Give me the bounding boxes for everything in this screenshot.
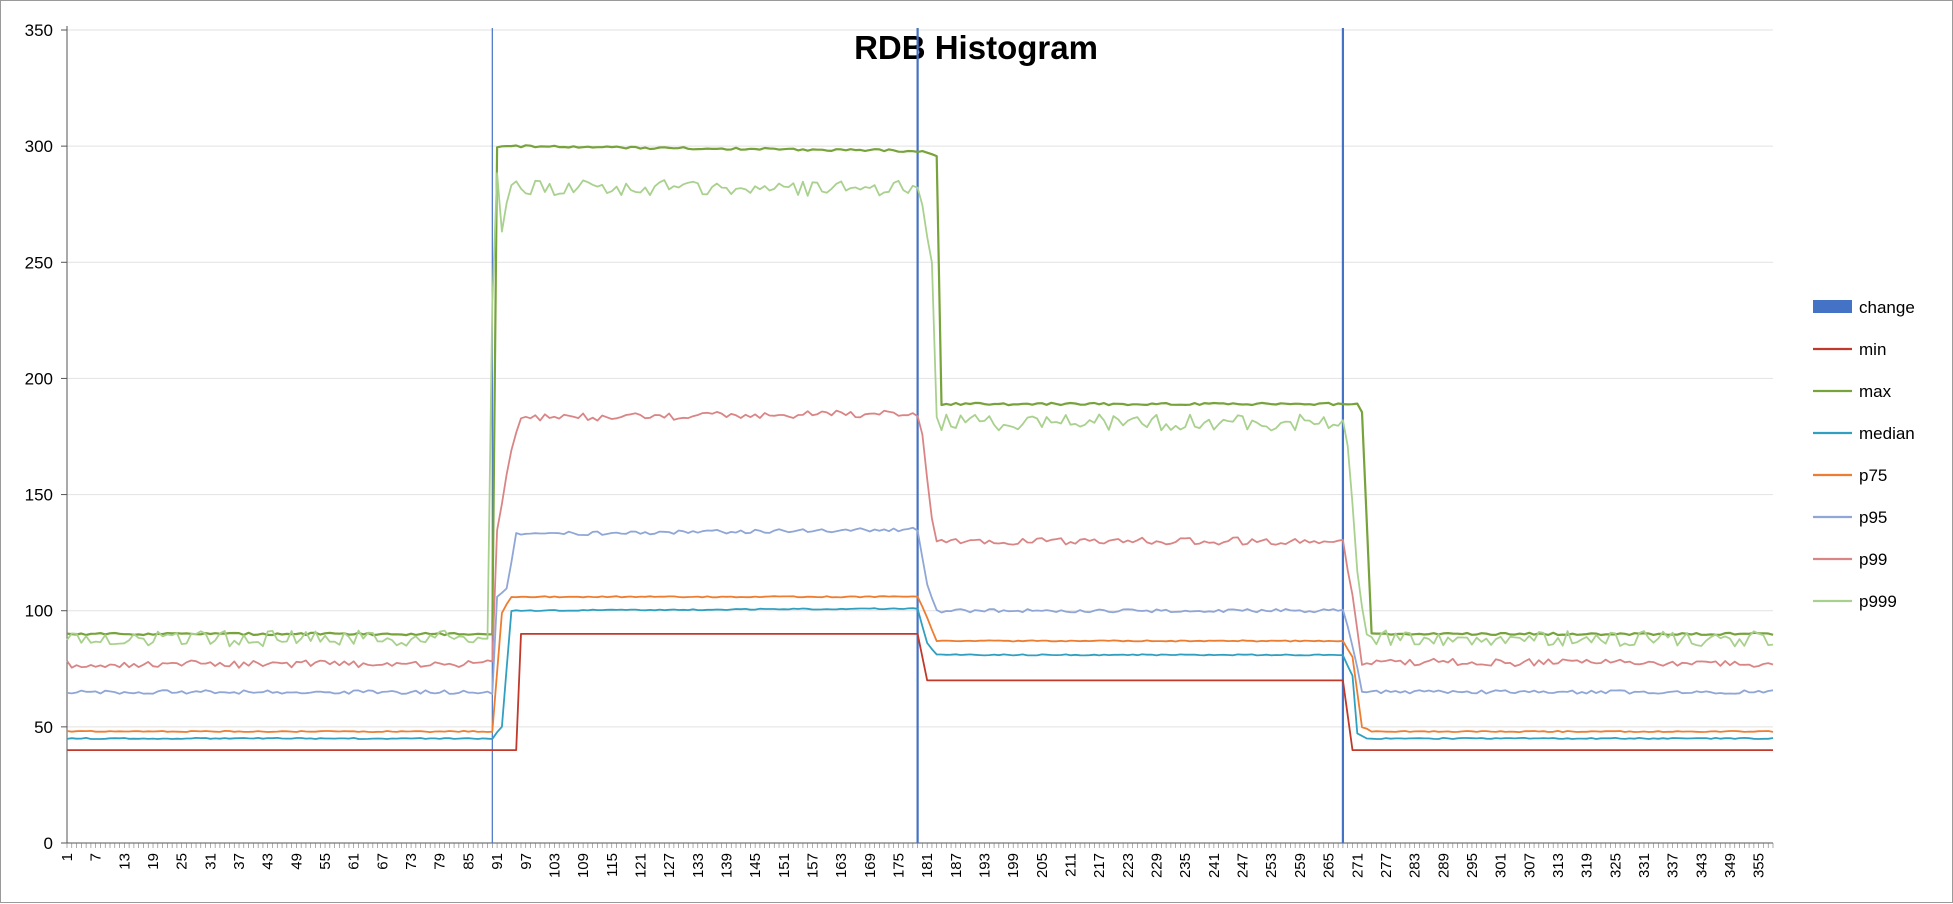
legend-label-p999: p999 bbox=[1859, 592, 1897, 611]
y-tick-label-100: 100 bbox=[25, 602, 53, 621]
x-tick-label-181: 181 bbox=[919, 853, 936, 878]
x-tick-label-355: 355 bbox=[1751, 853, 1768, 878]
x-tick-label-193: 193 bbox=[977, 853, 994, 878]
x-tick-label-91: 91 bbox=[489, 853, 506, 870]
x-tick-label-235: 235 bbox=[1177, 853, 1194, 878]
x-tick-label-199: 199 bbox=[1005, 853, 1022, 878]
legend-label-min: min bbox=[1859, 340, 1886, 359]
x-tick-label-223: 223 bbox=[1120, 853, 1137, 878]
x-tick-label-61: 61 bbox=[346, 853, 363, 870]
x-tick-label-13: 13 bbox=[116, 853, 133, 870]
x-tick-label-103: 103 bbox=[546, 853, 563, 878]
legend-label-change: change bbox=[1859, 298, 1915, 317]
legend-label-p99: p99 bbox=[1859, 550, 1887, 569]
x-tick-label-67: 67 bbox=[374, 853, 391, 870]
series-lines bbox=[66, 144, 1774, 751]
x-tick-label-79: 79 bbox=[432, 853, 449, 870]
x-tick-label-121: 121 bbox=[632, 853, 649, 878]
chart-title: RDB Histogram bbox=[854, 29, 1098, 66]
legend-label-p75: p75 bbox=[1859, 466, 1887, 485]
x-tick-label-169: 169 bbox=[862, 853, 879, 878]
series-line-max bbox=[66, 144, 1774, 637]
x-tick-label-157: 157 bbox=[804, 853, 821, 878]
y-tick-label-0: 0 bbox=[44, 834, 53, 853]
y-axis: 0 50 100 150 200 250 300 350 bbox=[25, 21, 68, 853]
legend-label-p95: p95 bbox=[1859, 508, 1887, 527]
x-tick-label-229: 229 bbox=[1149, 853, 1166, 878]
x-tick-label-271: 271 bbox=[1349, 853, 1366, 878]
x-axis: 1 7 13 19 25 31 37 43 49 55 61 67 73 79 85 91 97 103 109 11… bbox=[59, 842, 1774, 878]
y-tick-label-150: 150 bbox=[25, 486, 53, 505]
y-tick-label-200: 200 bbox=[25, 369, 53, 388]
x-tick-label-343: 343 bbox=[1693, 853, 1710, 878]
x-tick-label-247: 247 bbox=[1235, 853, 1252, 878]
x-tick-label-1: 1 bbox=[59, 853, 76, 861]
x-tick-label-253: 253 bbox=[1263, 853, 1280, 878]
x-tick-label-211: 211 bbox=[1063, 853, 1080, 877]
change-markers bbox=[491, 28, 1345, 843]
x-tick-label-205: 205 bbox=[1034, 853, 1051, 878]
legend: change min max median p75 p95 p99 p999 bbox=[1813, 298, 1915, 611]
x-tick-label-307: 307 bbox=[1521, 853, 1538, 878]
series-line-p75 bbox=[66, 595, 1774, 733]
y-tick-label-350: 350 bbox=[25, 21, 53, 40]
x-tick-label-331: 331 bbox=[1636, 853, 1653, 878]
series-line-p99 bbox=[66, 409, 1774, 669]
x-tick-label-31: 31 bbox=[202, 853, 219, 870]
x-tick-label-43: 43 bbox=[260, 853, 277, 870]
x-tick-label-49: 49 bbox=[288, 853, 305, 870]
y-tick-label-250: 250 bbox=[25, 253, 53, 272]
x-tick-label-325: 325 bbox=[1607, 853, 1624, 878]
x-tick-label-145: 145 bbox=[747, 853, 764, 878]
series-line-min bbox=[67, 633, 1773, 751]
x-tick-label-283: 283 bbox=[1407, 853, 1424, 878]
series-line-p95 bbox=[66, 526, 1774, 695]
x-tick-label-241: 241 bbox=[1206, 853, 1223, 878]
x-tick-label-37: 37 bbox=[231, 853, 248, 870]
x-tick-label-55: 55 bbox=[317, 853, 334, 870]
x-tick-label-265: 265 bbox=[1321, 853, 1338, 878]
x-tick-label-295: 295 bbox=[1464, 853, 1481, 878]
series-line-median bbox=[66, 607, 1774, 740]
x-tick-label-187: 187 bbox=[948, 853, 965, 878]
x-tick-label-133: 133 bbox=[690, 853, 707, 878]
x-tick-label-163: 163 bbox=[833, 853, 850, 878]
y-tick-label-300: 300 bbox=[25, 137, 53, 156]
x-tick-label-259: 259 bbox=[1292, 853, 1309, 878]
x-tick-label-313: 313 bbox=[1550, 853, 1567, 878]
x-tick-label-175: 175 bbox=[890, 853, 907, 878]
x-tick-label-7: 7 bbox=[88, 853, 105, 861]
x-tick-label-109: 109 bbox=[575, 853, 592, 878]
x-tick-label-301: 301 bbox=[1493, 853, 1510, 878]
legend-swatch-change bbox=[1813, 300, 1852, 313]
x-tick-label-217: 217 bbox=[1091, 853, 1108, 878]
legend-label-max: max bbox=[1859, 382, 1892, 401]
x-tick-label-97: 97 bbox=[518, 853, 535, 870]
x-tick-label-19: 19 bbox=[145, 853, 162, 870]
x-tick-label-73: 73 bbox=[403, 853, 420, 870]
x-tick-label-151: 151 bbox=[776, 853, 793, 878]
x-tick-label-349: 349 bbox=[1722, 853, 1739, 878]
x-tick-label-337: 337 bbox=[1665, 853, 1682, 878]
series-line-p999 bbox=[66, 172, 1774, 648]
y-tick-label-50: 50 bbox=[34, 718, 53, 737]
gridlines bbox=[67, 29, 1773, 728]
x-tick-label-277: 277 bbox=[1378, 853, 1395, 878]
x-tick-label-127: 127 bbox=[661, 853, 678, 878]
x-tick-label-319: 319 bbox=[1579, 853, 1596, 878]
legend-label-median: median bbox=[1859, 424, 1915, 443]
x-tick-label-25: 25 bbox=[174, 853, 191, 870]
x-tick-label-115: 115 bbox=[604, 853, 621, 877]
x-tick-label-139: 139 bbox=[718, 853, 735, 878]
x-tick-label-289: 289 bbox=[1435, 853, 1452, 878]
x-tick-label-85: 85 bbox=[460, 853, 477, 870]
